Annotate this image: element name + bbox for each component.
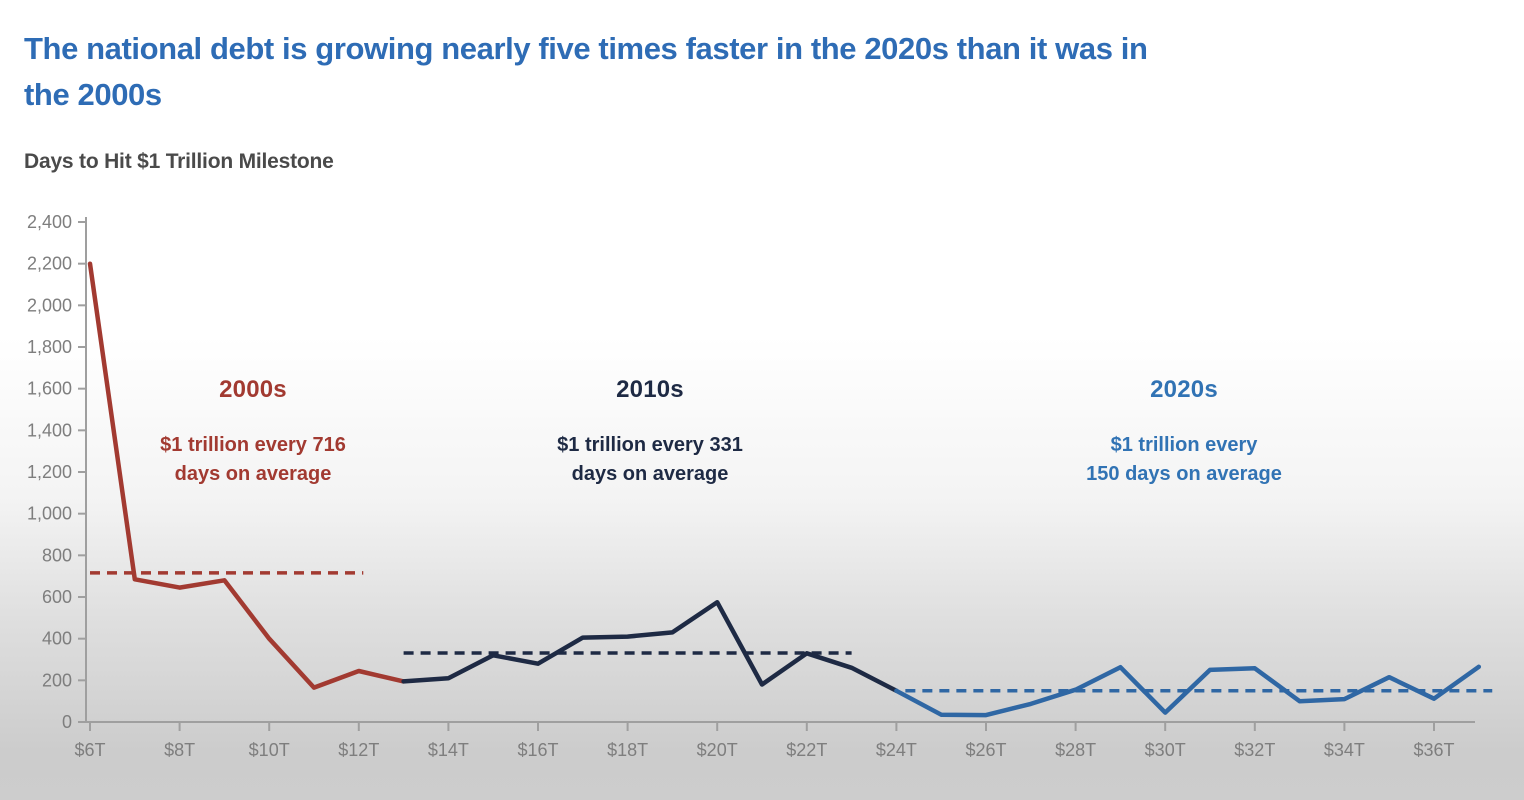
y-tick-label: 1,600 bbox=[27, 379, 72, 399]
series-line-2000s bbox=[87, 261, 406, 690]
x-tick-label: $8T bbox=[164, 740, 195, 760]
y-tick-label: 200 bbox=[42, 670, 72, 690]
annotation-2000s-heading: 2000s bbox=[219, 376, 287, 403]
x-tick-label: $32T bbox=[1234, 740, 1275, 760]
annotation-2010s-heading: 2010s bbox=[616, 376, 684, 403]
page-title: The national debt is growing nearly five… bbox=[24, 31, 1148, 112]
x-tick-label: $20T bbox=[697, 740, 738, 760]
x-tick-label: $10T bbox=[249, 740, 290, 760]
y-tick-label: 2,200 bbox=[27, 254, 72, 274]
x-tick-label: $36T bbox=[1413, 740, 1454, 760]
x-tick-label: $16T bbox=[517, 740, 558, 760]
y-tick-label: 600 bbox=[42, 587, 72, 607]
y-tick-label: 1,200 bbox=[27, 462, 72, 482]
annotation-2020s-heading: 2020s bbox=[1150, 376, 1218, 403]
x-tick-label: $12T bbox=[338, 740, 379, 760]
x-tick-label: $24T bbox=[876, 740, 917, 760]
x-tick-label: $18T bbox=[607, 740, 648, 760]
y-tick-label: 0 bbox=[62, 712, 72, 732]
annotation-2010s-body: $1 trillion every 331 days on average bbox=[557, 434, 743, 485]
x-tick-label: $26T bbox=[965, 740, 1006, 760]
x-tick-label: $6T bbox=[74, 740, 105, 760]
y-tick-label: 1,000 bbox=[27, 504, 72, 524]
y-tick-label: 800 bbox=[42, 545, 72, 565]
x-tick-label: $30T bbox=[1145, 740, 1186, 760]
y-tick-label: 1,800 bbox=[27, 337, 72, 357]
y-tick-label: 2,000 bbox=[27, 295, 72, 315]
annotation-2010s: 2010s $1 trillion every 331 days on aver… bbox=[557, 376, 743, 489]
annotation-2020s-body: $1 trillion every 150 days on average bbox=[1086, 434, 1282, 485]
series-line-2010s bbox=[401, 599, 899, 694]
y-tick-label: 400 bbox=[42, 629, 72, 649]
x-tick-label: $28T bbox=[1055, 740, 1096, 760]
annotation-2000s-body: $1 trillion every 716 days on average bbox=[160, 434, 346, 485]
chart-subtitle: Days to Hit $1 Trillion Milestone bbox=[24, 150, 334, 173]
series-line-2020s bbox=[894, 664, 1482, 718]
y-tick-label: 1,400 bbox=[27, 420, 72, 440]
x-tick-label: $22T bbox=[786, 740, 827, 760]
x-tick-label: $34T bbox=[1324, 740, 1365, 760]
annotation-2000s: 2000s $1 trillion every 716 days on aver… bbox=[160, 376, 346, 489]
annotation-2020s: 2020s $1 trillion every 150 days on aver… bbox=[1086, 376, 1282, 489]
x-tick-label: $14T bbox=[428, 740, 469, 760]
y-tick-label: 2,400 bbox=[27, 212, 72, 232]
